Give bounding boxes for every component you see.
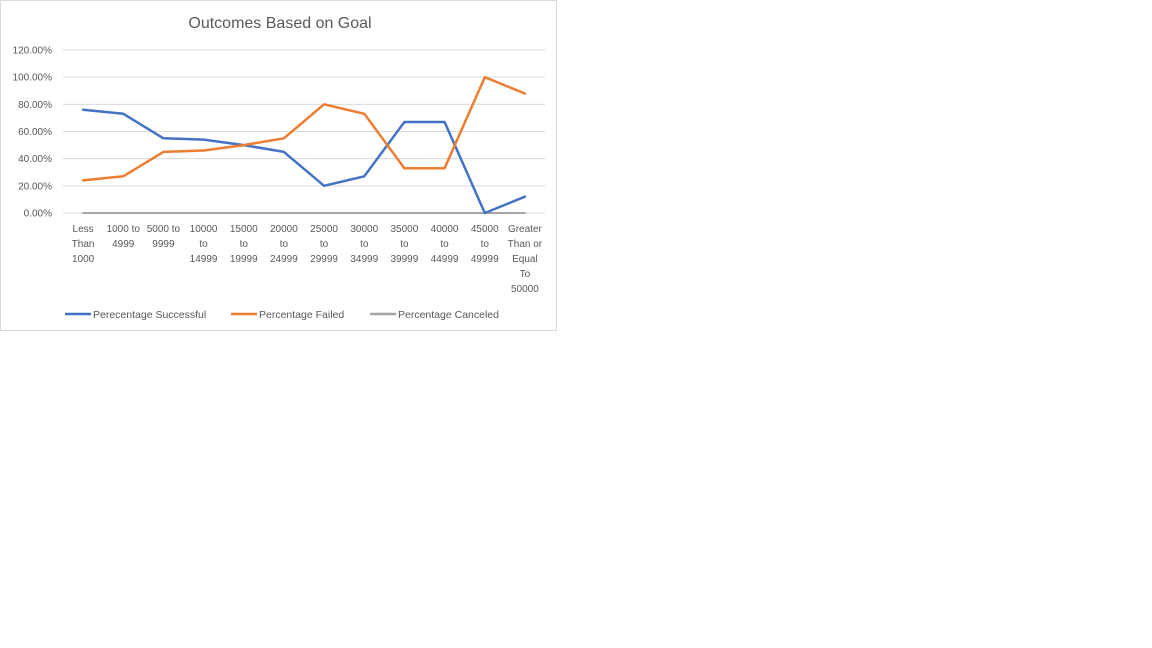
y-tick-label: 60.00% (18, 127, 52, 138)
legend: Perecentage Successful Percentage Failed P… (65, 309, 499, 321)
x-tick-label: 20000 to 24999 (270, 224, 298, 265)
series-line-successful (81, 108, 527, 215)
gridlines (63, 49, 545, 214)
legend-label: Perecentage Successful (93, 309, 206, 321)
x-tick-label: 10000 to 14999 (190, 224, 218, 265)
y-tick-label: 40.00% (18, 154, 52, 165)
line-chart: Outcomes Based on Goal 0.00% 20.00% 40.00%… (13, 15, 545, 321)
x-tick-label: 5000 to 9999 (147, 224, 181, 250)
x-tick-label: Greater Than or Equal To 50000 (508, 224, 543, 295)
series-lines (81, 75, 527, 215)
chart-frame: Outcomes Based on Goal 0.00% 20.00% 40.00%… (0, 0, 557, 331)
chart-title: Outcomes Based on Goal (188, 15, 371, 32)
legend-label: Percentage Failed (259, 309, 344, 321)
x-tick-label: Less Than 1000 (72, 224, 95, 265)
y-tick-label: 80.00% (18, 100, 52, 111)
x-tick-label: 1000 to 4999 (107, 224, 141, 250)
y-tick-label: 0.00% (24, 209, 52, 220)
x-tick-label: 25000 to 29999 (310, 224, 338, 265)
y-tick-label: 20.00% (18, 181, 52, 192)
x-tick-label: 45000 to 49999 (471, 224, 499, 265)
x-tick-label: 15000 to 19999 (230, 224, 258, 265)
x-tick-label: 30000 to 34999 (350, 224, 378, 265)
y-axis-ticks: 0.00% 20.00% 40.00% 60.00% 80.00% 100.00% 120.… (13, 46, 53, 220)
y-tick-label: 100.00% (13, 73, 53, 84)
y-tick-label: 120.00% (13, 46, 53, 57)
x-tick-label: 35000 to 39999 (391, 224, 419, 265)
legend-label: Percentage Canceled (398, 309, 499, 321)
x-tick-label: 40000 to 44999 (431, 224, 459, 265)
series-line-failed (81, 75, 527, 182)
